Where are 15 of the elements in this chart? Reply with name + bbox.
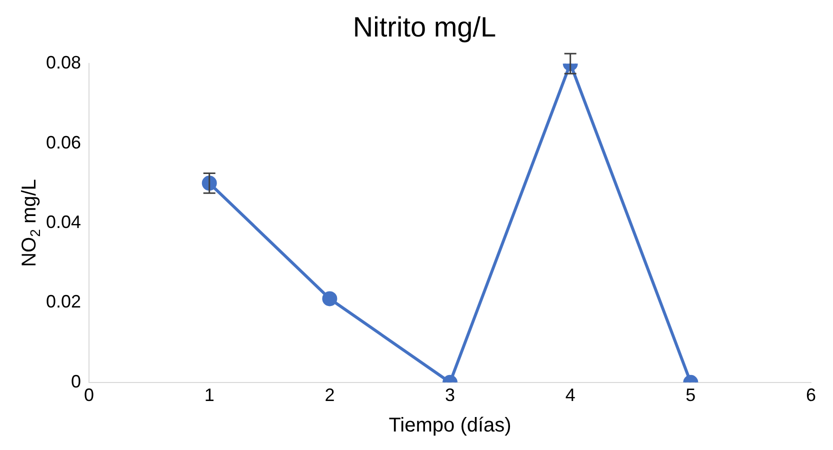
- y-tick-label: 0.08: [46, 52, 82, 73]
- x-axis-title: Tiempo (días): [388, 414, 512, 437]
- y-tick-label: 0.04: [46, 212, 82, 232]
- y-tick-label: 0.06: [46, 132, 82, 152]
- y-axis-title: NO2 mg/L: [18, 179, 43, 267]
- x-tick-label: 0: [84, 385, 94, 406]
- chart-title: Nitrito mg/L: [352, 12, 496, 43]
- x-tick-label: 4: [565, 385, 576, 406]
- y-tick-label: 0: [71, 371, 82, 392]
- y-tick-label: 0.02: [46, 292, 82, 312]
- x-tick-label: 6: [806, 385, 816, 406]
- x-tick-label: 3: [445, 385, 456, 406]
- x-tick-label: 5: [686, 385, 696, 406]
- x-tick-label: 1: [204, 385, 214, 406]
- x-tick-label: 2: [324, 385, 335, 406]
